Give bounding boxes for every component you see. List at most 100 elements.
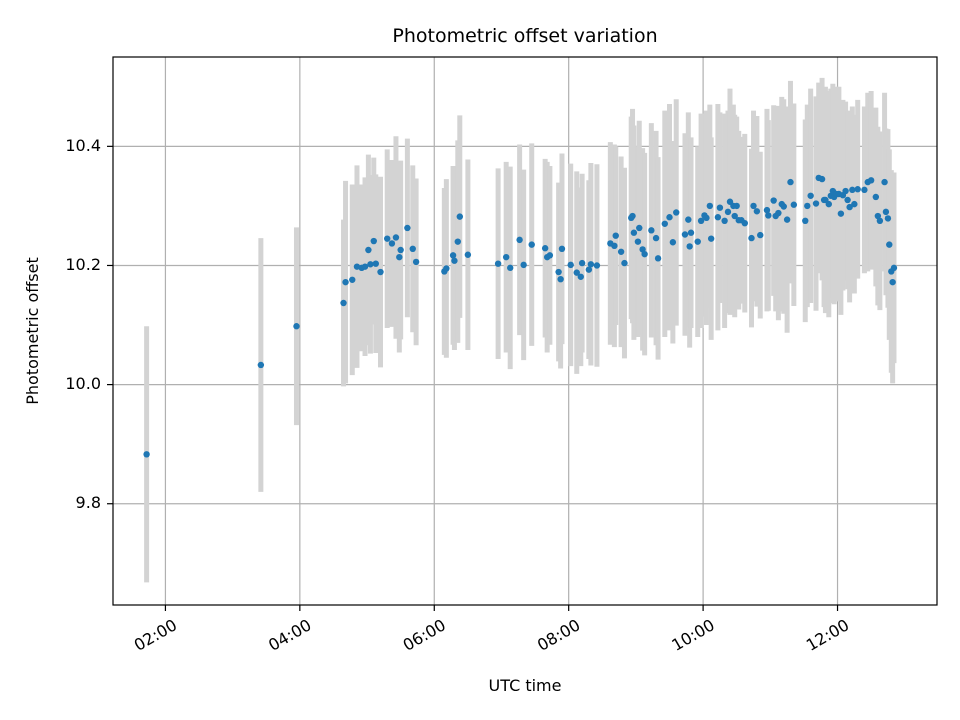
data-point [818, 175, 826, 183]
data-point [765, 212, 772, 219]
data-point [578, 259, 586, 267]
data-point [367, 261, 374, 268]
data-point [454, 238, 461, 245]
data-point [748, 234, 755, 242]
data-point [861, 186, 868, 194]
data-point [741, 219, 748, 227]
data-point [825, 200, 832, 208]
data-point [716, 204, 724, 211]
chart-title: Photometric offset variation [392, 25, 657, 47]
data-point [585, 266, 593, 273]
data-point [342, 278, 349, 286]
data-point [546, 252, 554, 259]
data-point [340, 299, 347, 307]
data-point [721, 217, 728, 225]
data-point [612, 232, 619, 239]
data-point [507, 264, 514, 272]
data-point [397, 246, 404, 254]
data-point [449, 252, 457, 259]
data-point [257, 361, 265, 369]
data-point [849, 186, 856, 194]
data-point [889, 278, 896, 286]
data-point [502, 253, 510, 261]
data-point [361, 263, 369, 270]
data-point [687, 229, 695, 236]
data-point [673, 209, 680, 216]
data-point [629, 212, 636, 220]
data-point [593, 262, 601, 269]
data-point [654, 255, 662, 262]
data-point [372, 260, 379, 267]
data-point [724, 208, 732, 216]
y-tick-label: 10.2 [65, 255, 101, 274]
data-point [780, 203, 787, 210]
data-point [573, 269, 580, 276]
data-point [443, 265, 450, 272]
data-point [494, 260, 502, 267]
data-point [370, 237, 377, 245]
data-points [143, 174, 898, 458]
data-point [293, 323, 300, 330]
data-point [349, 276, 356, 283]
data-point [464, 251, 472, 258]
y-tick-label: 10.0 [65, 374, 101, 393]
data-point [807, 192, 814, 199]
data-point [851, 200, 858, 208]
data-point [587, 261, 595, 268]
data-point [812, 200, 820, 207]
data-point [804, 202, 811, 210]
data-point [669, 239, 677, 246]
data-point [611, 242, 618, 250]
data-point [837, 210, 845, 217]
data-point [143, 451, 150, 458]
data-point [867, 177, 875, 184]
data-point [621, 259, 628, 267]
data-point [681, 231, 689, 238]
data-point [641, 250, 648, 258]
data-point [686, 243, 693, 250]
data-point [617, 248, 625, 255]
data-point [884, 215, 892, 222]
data-point [750, 202, 757, 210]
data-point [630, 229, 638, 236]
data-point [882, 208, 890, 216]
grid-lines [113, 57, 937, 605]
y-axis-ticks: 9.8 10.0 10.2 10.4 [65, 136, 113, 512]
data-point [577, 273, 584, 280]
data-point [685, 216, 692, 223]
plot-frame [112, 56, 938, 606]
y-tick-label: 9.8 [76, 493, 101, 512]
data-point [404, 224, 411, 232]
data-point [714, 214, 722, 221]
data-point [706, 202, 714, 210]
data-point [520, 261, 527, 269]
data-point [666, 214, 673, 221]
data-point [753, 208, 761, 215]
data-point [876, 217, 884, 225]
data-point [790, 201, 798, 208]
data-point [844, 196, 851, 204]
data-point [886, 241, 893, 248]
data-point [636, 224, 643, 232]
data-point [731, 212, 738, 220]
data-point [872, 193, 880, 201]
data-point [392, 234, 400, 241]
data-point [842, 187, 849, 195]
data-point [567, 261, 574, 269]
data-point [802, 217, 809, 225]
data-point [388, 240, 396, 247]
data-point [384, 235, 391, 242]
data-point [846, 203, 853, 211]
data-point [648, 227, 655, 234]
data-point [783, 216, 791, 223]
x-axis-label: UTC time [489, 676, 562, 695]
data-point [703, 214, 710, 222]
data-point [775, 209, 782, 217]
data-point [528, 241, 535, 248]
data-point [516, 236, 523, 244]
data-point [787, 178, 794, 186]
data-point [854, 186, 861, 193]
data-point [558, 245, 566, 252]
